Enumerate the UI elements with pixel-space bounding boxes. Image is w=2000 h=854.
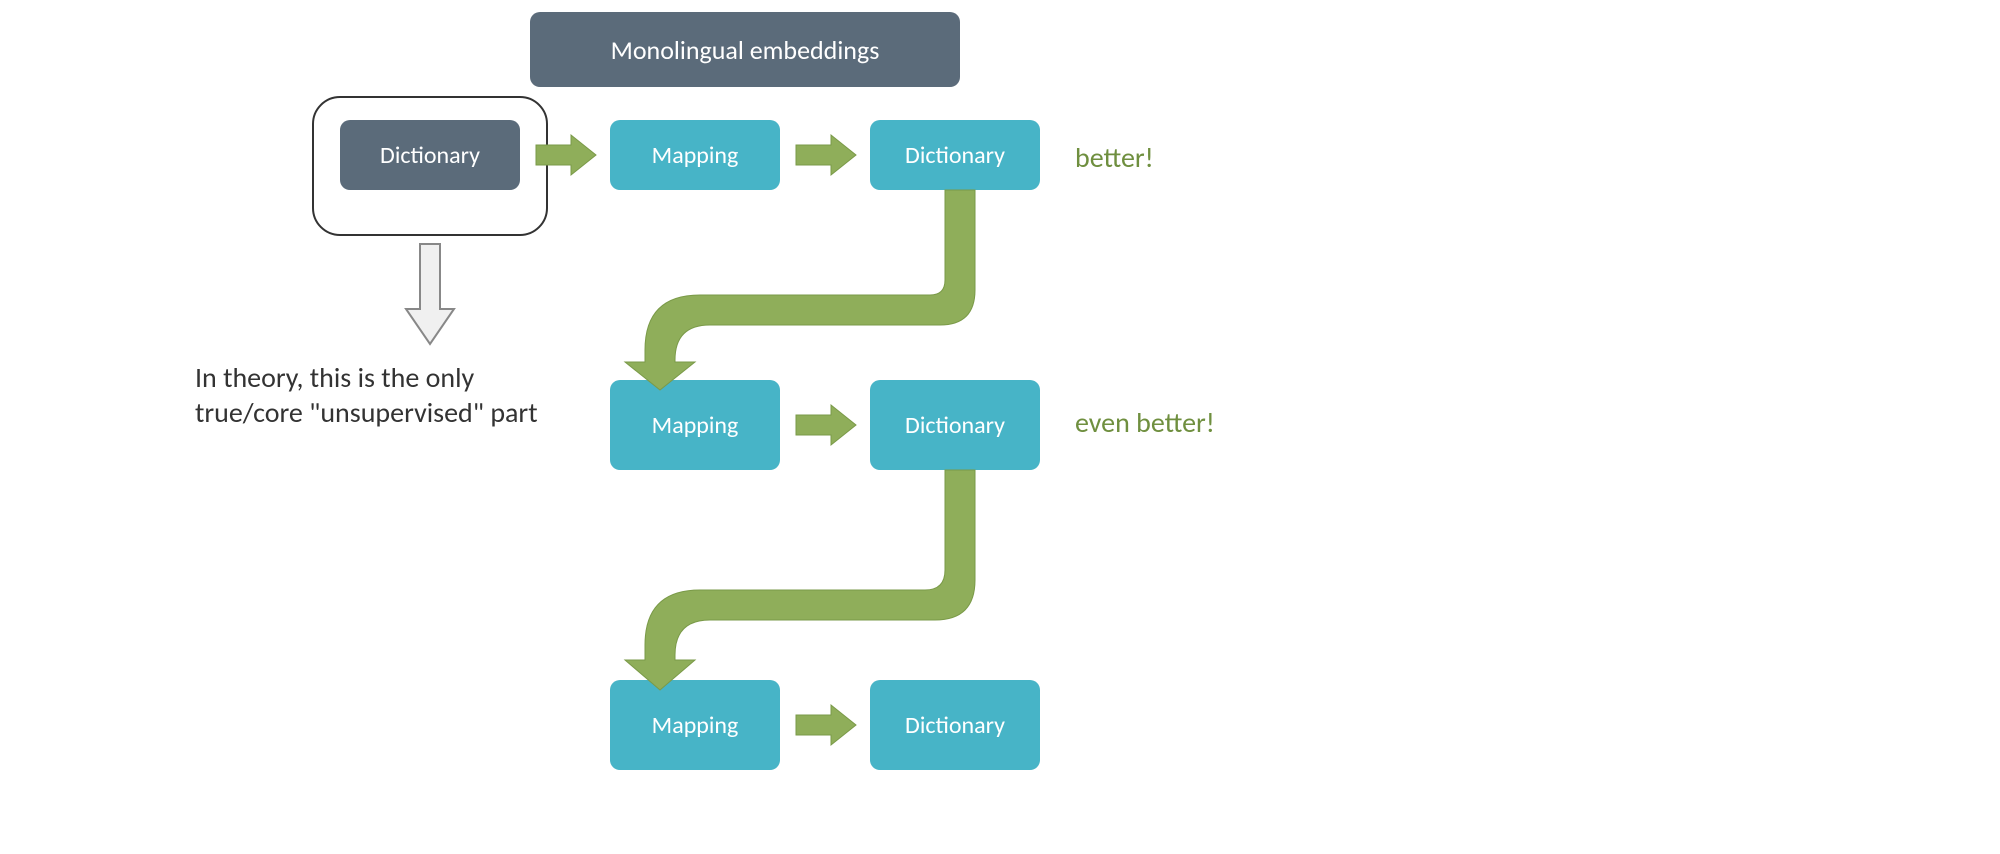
side-label-better-text: better! bbox=[1075, 140, 1154, 175]
curve-arrow-1-icon bbox=[600, 190, 1020, 390]
annotation-text-content: In theory, this is the only true/core "u… bbox=[195, 360, 538, 430]
side-label-even-better-text: even better! bbox=[1075, 405, 1215, 440]
dictionary-2-box: Dictionary bbox=[870, 380, 1040, 470]
mapping-3-box: Mapping bbox=[610, 680, 780, 770]
dictionary-3-label: Dictionary bbox=[905, 711, 1005, 740]
mapping-1-box: Mapping bbox=[610, 120, 780, 190]
mapping-2-box: Mapping bbox=[610, 380, 780, 470]
dictionary-1-label: Dictionary bbox=[905, 141, 1005, 170]
header-box: Monolingual embeddings bbox=[530, 12, 960, 87]
dictionary-initial-box: Dictionary bbox=[340, 120, 520, 190]
side-label-better: better! bbox=[1075, 140, 1154, 175]
mapping-3-label: Mapping bbox=[652, 711, 739, 740]
arrow-right-3-icon bbox=[796, 405, 856, 445]
arrow-right-1-icon bbox=[536, 135, 596, 175]
mapping-2-label: Mapping bbox=[652, 411, 739, 440]
dictionary-3-box: Dictionary bbox=[870, 680, 1040, 770]
curve-arrow-2-icon bbox=[600, 470, 1020, 690]
arrow-right-2-icon bbox=[796, 135, 856, 175]
dictionary-initial-label: Dictionary bbox=[380, 141, 480, 170]
mapping-1-label: Mapping bbox=[652, 141, 739, 170]
annotation-text: In theory, this is the only true/core "u… bbox=[195, 360, 555, 430]
dictionary-2-label: Dictionary bbox=[905, 411, 1005, 440]
dictionary-1-box: Dictionary bbox=[870, 120, 1040, 190]
arrow-right-4-icon bbox=[796, 705, 856, 745]
callout-down-arrow-icon bbox=[406, 244, 454, 344]
side-label-even-better: even better! bbox=[1075, 405, 1215, 440]
header-label: Monolingual embeddings bbox=[611, 34, 880, 66]
